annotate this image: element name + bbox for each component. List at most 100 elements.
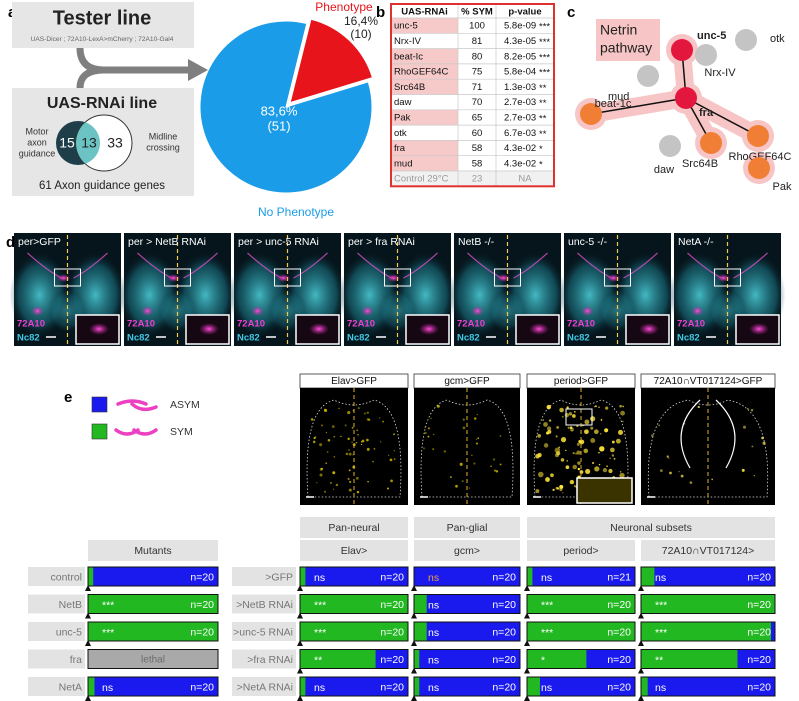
slice-count: (51) xyxy=(267,118,290,133)
significance: ns xyxy=(428,682,439,694)
expr-title: 72A10∩VT017124>GFP xyxy=(654,376,763,387)
arrow-head xyxy=(188,59,208,81)
signal xyxy=(335,483,339,487)
sample-size: n=20 xyxy=(190,571,214,583)
signal xyxy=(378,417,381,419)
baseline-marker xyxy=(638,667,644,674)
image-title: NetB -/- xyxy=(458,236,495,248)
row-highlight xyxy=(391,79,458,95)
driver-label: 72A10∩VT017124> xyxy=(662,545,755,557)
pvalue-cell: 1.3e-03 xyxy=(504,82,536,93)
gene-cell: Pak xyxy=(394,112,411,123)
image-title: unc-5 -/- xyxy=(568,236,608,248)
baseline-marker xyxy=(638,640,644,646)
node xyxy=(700,132,722,154)
inset-signal xyxy=(639,323,659,335)
stars-cell: *** xyxy=(539,68,550,79)
signal xyxy=(329,481,333,484)
gene-cell: Nrx-IV xyxy=(394,36,422,47)
signal xyxy=(666,455,669,458)
sym-bar xyxy=(300,677,306,696)
signal xyxy=(538,471,544,478)
cell-bodies xyxy=(31,306,44,316)
row-highlight xyxy=(391,48,458,64)
baseline-marker xyxy=(85,585,91,591)
stars-cell: ** xyxy=(539,129,547,140)
pathway-box xyxy=(596,19,660,61)
pie-slice xyxy=(199,20,373,194)
expr-title: Elav>GFP xyxy=(331,376,377,387)
baseline-marker xyxy=(411,585,417,591)
bar-border xyxy=(299,566,409,587)
gene-cell: daw xyxy=(394,97,412,108)
cell-bodies xyxy=(471,306,484,316)
signal xyxy=(569,479,575,485)
row-label-box xyxy=(28,594,85,614)
signal xyxy=(366,447,370,451)
signal xyxy=(594,466,600,472)
venn-count: 15 xyxy=(59,135,75,151)
signal xyxy=(565,465,570,470)
row-label-box xyxy=(28,649,85,669)
stain-label: 72A10 xyxy=(677,319,705,330)
inset xyxy=(576,477,633,504)
gene-cell: mud xyxy=(394,158,412,169)
signal xyxy=(361,439,365,443)
signal xyxy=(576,450,581,455)
signal xyxy=(449,476,452,479)
bar-border xyxy=(299,676,409,697)
signal xyxy=(393,433,396,436)
node xyxy=(671,39,693,61)
node xyxy=(695,44,717,66)
signal xyxy=(332,488,335,490)
driver-header xyxy=(641,540,775,561)
baseline-marker xyxy=(638,695,644,701)
signal xyxy=(347,437,350,440)
signal xyxy=(393,458,396,460)
bar-border xyxy=(299,621,409,642)
stars-cell: * xyxy=(539,159,543,170)
sym-cell: 23 xyxy=(472,174,483,185)
signal xyxy=(475,438,478,441)
sym-cell: 81 xyxy=(472,36,483,47)
stain-label: Nc82 xyxy=(237,333,260,344)
signal xyxy=(310,418,314,421)
signal xyxy=(542,419,545,421)
stain-label: Nc82 xyxy=(457,333,480,344)
sym-bar xyxy=(641,594,775,614)
baseline-marker xyxy=(524,585,530,591)
sample-size: n=21 xyxy=(607,571,631,583)
cell-bodies xyxy=(56,274,71,282)
significance: *** xyxy=(655,599,667,611)
signal xyxy=(576,442,580,446)
signal xyxy=(761,436,764,440)
baseline-marker xyxy=(524,667,530,674)
signal xyxy=(324,408,326,410)
flow-arrow xyxy=(76,47,190,89)
significance: * xyxy=(541,654,545,666)
inset-signal xyxy=(749,323,769,335)
signal xyxy=(499,463,502,466)
node-label: Src64B xyxy=(682,158,718,170)
signal xyxy=(577,461,581,465)
table-border xyxy=(390,3,555,188)
signal xyxy=(750,408,754,412)
signal xyxy=(593,429,599,435)
sym-bar xyxy=(641,567,655,586)
signal xyxy=(651,434,654,437)
gene-cell: Control 29°C xyxy=(394,174,449,185)
panel-label: d xyxy=(6,234,15,251)
brain-outline xyxy=(306,399,402,498)
cell-bodies xyxy=(691,306,704,316)
signal xyxy=(570,427,574,432)
signal xyxy=(495,470,499,473)
node-label: Pak xyxy=(773,181,792,193)
significance: *** xyxy=(541,627,553,639)
stars-cell: ** xyxy=(539,113,547,124)
slice-name: Phenotype xyxy=(315,0,373,14)
tester-title: Tester line xyxy=(53,7,152,29)
sym-cell: 60 xyxy=(472,128,483,139)
signal xyxy=(619,472,625,479)
signal xyxy=(493,469,497,472)
cell-bodies xyxy=(141,306,154,316)
